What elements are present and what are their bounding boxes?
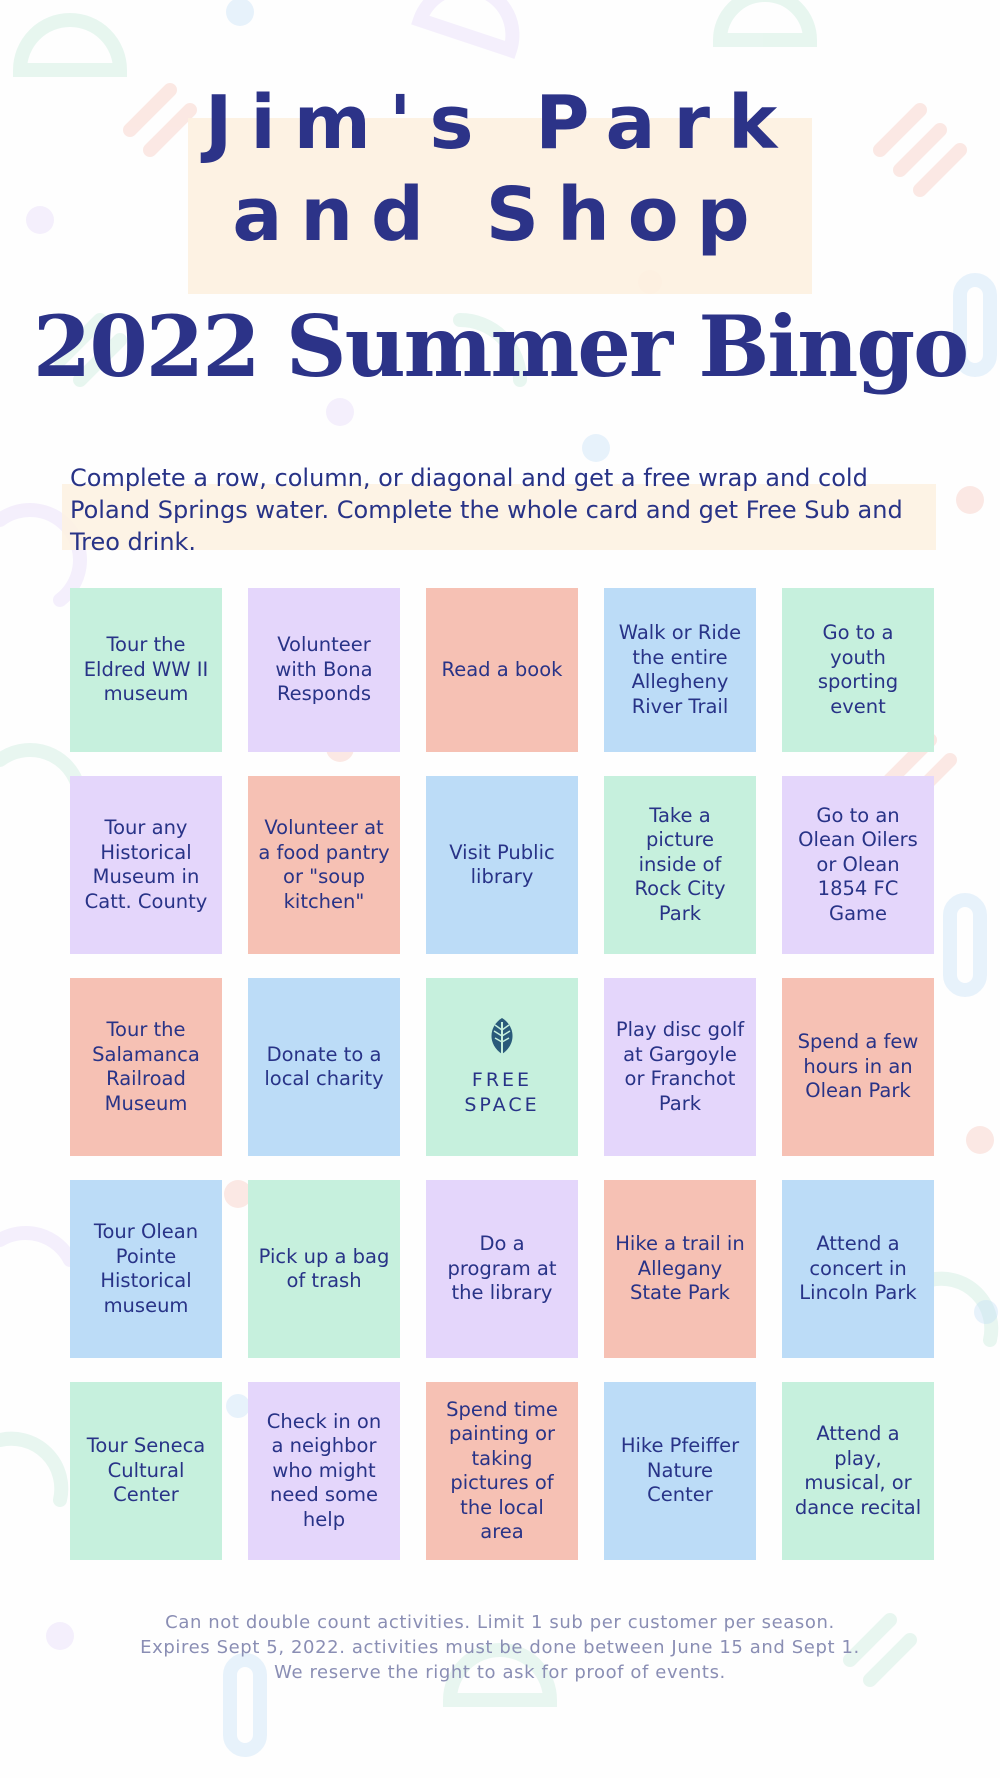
bingo-cell-text: Volunteer with Bona Responds	[275, 633, 373, 706]
bingo-cell: Donate to a local charity	[248, 978, 400, 1156]
bingo-cell: Take a picture inside of Rock City Park	[604, 776, 756, 954]
bingo-cell: Hike a trail in Allegany State Park	[604, 1180, 756, 1358]
bingo-cell-text: Do a program at the library	[447, 1232, 557, 1305]
bingo-cell-text: Tour any Historical Museum in Catt. Coun…	[84, 816, 208, 913]
bingo-cell-text: Walk or Ride the entire Allegheny River …	[618, 621, 742, 718]
bingo-cell: Volunteer with Bona Responds	[248, 588, 400, 752]
free-space-label: FREE SPACE	[464, 1069, 540, 1116]
bingo-cell: Spend time painting or taking pictures o…	[426, 1382, 578, 1560]
bingo-cell-text: Donate to a local charity	[264, 1042, 384, 1091]
bingo-cell-text: Tour the Eldred WW II museum	[83, 633, 209, 706]
bingo-cell-text: Tour Seneca Cultural Center	[86, 1434, 206, 1507]
bingo-cell: Go to an Olean Oilers or Olean 1854 FC G…	[782, 776, 934, 954]
bingo-cell-text: Spend a few hours in an Olean Park	[797, 1030, 919, 1103]
bingo-cell: Pick up a bag of trash	[248, 1180, 400, 1358]
title-highlight-band	[188, 118, 812, 294]
bingo-card: Tour the Eldred WW II museum Volunteer wi…	[70, 588, 936, 1560]
bingo-cell-text: Go to a youth sporting event	[817, 621, 899, 718]
intro-highlight-band	[62, 484, 936, 550]
bingo-cell-text: Attend a play, musical, or dance recital	[794, 1422, 922, 1519]
footer-line: Can not double count activities. Limit 1…	[165, 1612, 835, 1633]
bingo-cell: Read a book	[426, 588, 578, 752]
bingo-cell-text: Spend time painting or taking pictures o…	[446, 1397, 558, 1544]
bingo-cell: Visit Public library	[426, 776, 578, 954]
bingo-cell: Attend a concert in Lincoln Park	[782, 1180, 934, 1358]
bingo-cell-text: Visit Public library	[449, 840, 555, 889]
bingo-cell-text: Volunteer at a food pantry or "soup kitc…	[258, 816, 390, 913]
footer-line: Expires Sept 5, 2022. activities must be…	[140, 1637, 860, 1658]
bingo-cell: Check in on a neighbor who might need so…	[248, 1382, 400, 1560]
bingo-cell-text: Go to an Olean Oilers or Olean 1854 FC G…	[798, 803, 918, 925]
bingo-cell-text: Tour the Salamanca Railroad Museum	[92, 1018, 200, 1115]
bingo-cell-text: Attend a concert in Lincoln Park	[799, 1232, 917, 1305]
bingo-cell: Tour the Salamanca Railroad Museum	[70, 978, 222, 1156]
bingo-cell: Volunteer at a food pantry or "soup kitc…	[248, 776, 400, 954]
intro-text: Complete a row, column, or diagonal and …	[70, 464, 903, 556]
bingo-cell-text: Pick up a bag of trash	[258, 1244, 390, 1293]
bingo-cell-text: Hike a trail in Allegany State Park	[615, 1232, 745, 1305]
page-subtitle: 2022 Summer Bingo	[32, 297, 969, 396]
bingo-cell-text: Read a book	[441, 657, 563, 681]
bingo-cell-text: Tour Olean Pointe Historical museum	[93, 1220, 199, 1317]
page-title-line-1: Jim's Park	[204, 80, 796, 166]
footer-terms: Can not double count activities. Limit 1…	[0, 1610, 1000, 1685]
bingo-cell: Attend a play, musical, or dance recital	[782, 1382, 934, 1560]
bingo-cell-free-space: FREE SPACE	[426, 978, 578, 1156]
leaf-icon	[491, 1018, 513, 1056]
bingo-cell: Hike Pfeiffer Nature Center	[604, 1382, 756, 1560]
bingo-cell: Play disc golf at Gargoyle or Franchot P…	[604, 978, 756, 1156]
bingo-cell: Tour Seneca Cultural Center	[70, 1382, 222, 1560]
bingo-cell: Spend a few hours in an Olean Park	[782, 978, 934, 1156]
bingo-cell: Go to a youth sporting event	[782, 588, 934, 752]
page-title-line-2: and Shop	[232, 172, 768, 258]
bingo-cell-text: Play disc golf at Gargoyle or Franchot P…	[615, 1018, 745, 1115]
bingo-cell: Walk or Ride the entire Allegheny River …	[604, 588, 756, 752]
bingo-cell-text: Check in on a neighbor who might need so…	[266, 1409, 382, 1531]
footer-line: We reserve the right to ask for proof of…	[274, 1662, 726, 1683]
bingo-cell: Tour any Historical Museum in Catt. Coun…	[70, 776, 222, 954]
bingo-cell: Tour Olean Pointe Historical museum	[70, 1180, 222, 1358]
bingo-cell-text: Hike Pfeiffer Nature Center	[620, 1434, 740, 1507]
bingo-cell: Do a program at the library	[426, 1180, 578, 1358]
bingo-cell-text: Take a picture inside of Rock City Park	[634, 803, 726, 925]
bingo-cell: Tour the Eldred WW II museum	[70, 588, 222, 752]
